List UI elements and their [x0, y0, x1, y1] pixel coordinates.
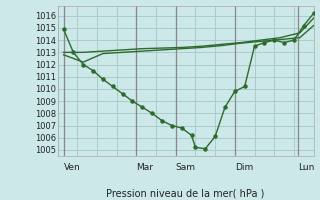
Text: Mar: Mar — [136, 163, 153, 172]
Text: Sam: Sam — [176, 163, 196, 172]
Text: Pression niveau de la mer( hPa ): Pression niveau de la mer( hPa ) — [107, 189, 265, 199]
Text: Ven: Ven — [63, 163, 80, 172]
Text: Lun: Lun — [298, 163, 314, 172]
Text: Dim: Dim — [235, 163, 253, 172]
